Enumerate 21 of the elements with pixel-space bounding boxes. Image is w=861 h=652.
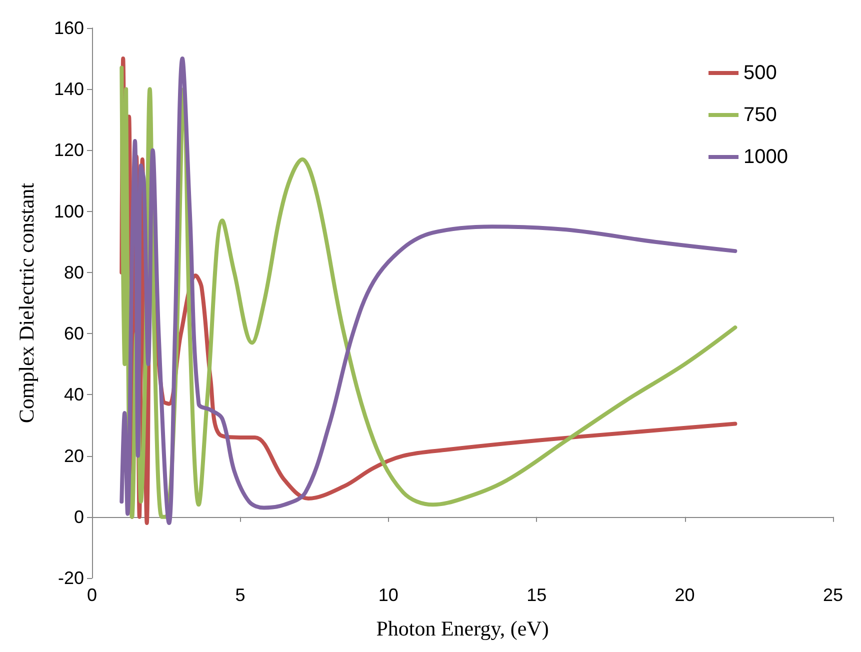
y-tick-label: 80 [64, 262, 84, 282]
y-tick-label: 100 [54, 201, 84, 222]
y-tick-label: 60 [64, 324, 84, 344]
x-axis-title: Photon Energy, (eV) [376, 616, 549, 640]
legend-label: 500 [744, 62, 777, 84]
y-tick-label: 160 [54, 18, 84, 38]
y-tick-label: 20 [64, 446, 84, 466]
y-axis-title: Complex Dielectric constant [14, 182, 38, 424]
legend-label: 750 [744, 104, 777, 126]
y-tick-label: 140 [54, 79, 84, 100]
x-tick-label: 25 [822, 585, 844, 605]
y-tick-label: 120 [54, 140, 84, 160]
y-tick-label: -20 [58, 568, 84, 588]
x-tick-label: 20 [674, 585, 695, 605]
y-tick-label: 0 [74, 506, 84, 527]
y-tick-label: 40 [64, 384, 84, 405]
x-tick-label: 10 [378, 585, 398, 605]
x-tick-label: 5 [235, 585, 246, 605]
x-tick-label: 15 [526, 585, 547, 605]
x-tick-label: 0 [86, 585, 98, 605]
legend-label: 1000 [744, 146, 788, 168]
